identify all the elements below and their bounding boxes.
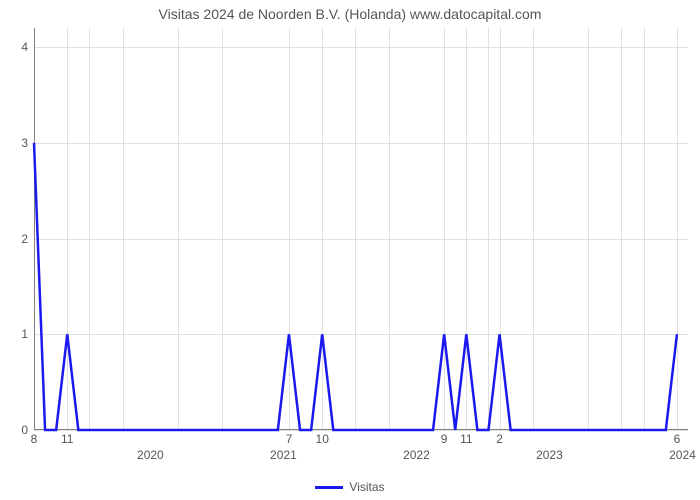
x-month-label: 10 [316,432,329,446]
x-month-label: 9 [441,432,448,446]
legend-swatch [315,486,343,489]
y-tick-label: 2 [21,232,28,246]
y-tick-label: 1 [21,327,28,341]
x-year-label: 2023 [536,448,563,462]
x-year-label: 2020 [137,448,164,462]
legend-label: Visitas [349,480,384,494]
x-month-label: 2 [496,432,503,446]
y-tick-label: 0 [21,423,28,437]
x-month-label: 7 [286,432,293,446]
y-tick-label: 3 [21,136,28,150]
plot-area: 012342020202120222023202481171091126 [34,28,688,430]
data-line [34,28,688,430]
x-year-label: 2022 [403,448,430,462]
x-month-label: 11 [61,432,73,446]
x-month-label: 8 [31,432,38,446]
chart-title: Visitas 2024 de Noorden B.V. (Holanda) w… [0,6,700,22]
x-month-label: 6 [674,432,681,446]
x-year-label: 2024 [669,448,696,462]
y-tick-label: 4 [21,40,28,54]
series-line [34,143,677,430]
x-year-label: 2021 [270,448,297,462]
chart-container: Visitas 2024 de Noorden B.V. (Holanda) w… [0,0,700,500]
x-month-label: 11 [460,432,472,446]
legend: Visitas [0,480,700,494]
